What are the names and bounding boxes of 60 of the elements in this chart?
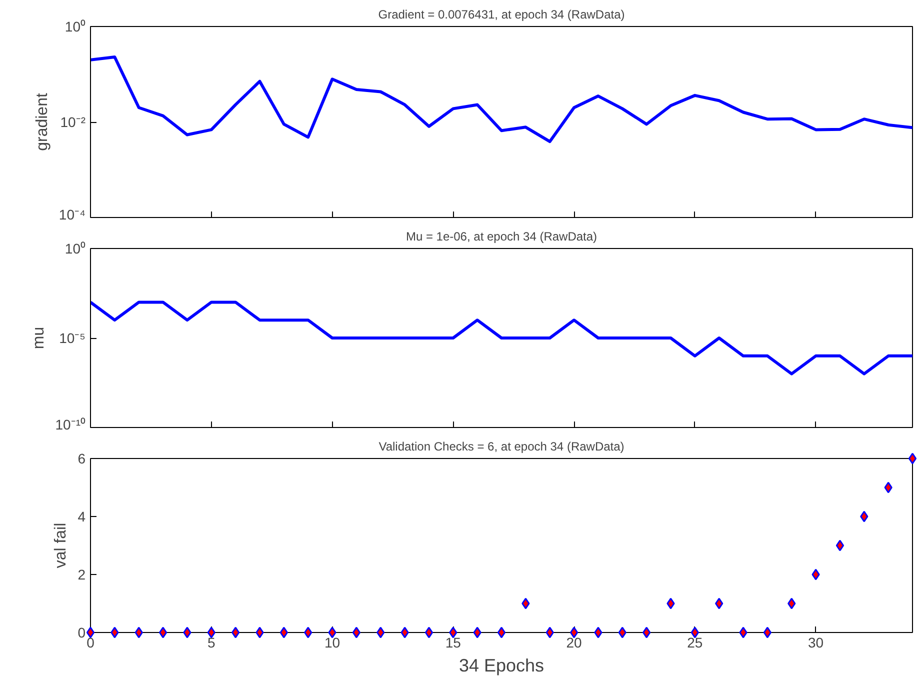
point (497, 626, 506, 638)
point (231, 626, 240, 638)
point (328, 626, 336, 638)
point (763, 626, 772, 638)
point (788, 598, 796, 610)
y-tick-label: 4 (78, 508, 86, 524)
point (594, 626, 602, 638)
y-tick-label: 10⁰ (64, 18, 86, 34)
point (256, 626, 264, 638)
point (860, 510, 868, 522)
point (207, 626, 216, 638)
point (86, 626, 95, 638)
y-tick-label: 6 (78, 450, 86, 466)
y-tick-label: 10⁻¹⁰ (55, 416, 86, 432)
point (812, 568, 820, 580)
point (280, 626, 288, 638)
x-tick-label: 5 (207, 634, 216, 650)
x-tick-label: 15 (445, 634, 462, 650)
point (158, 626, 168, 638)
point (618, 626, 626, 638)
y-axis-title: mu (30, 326, 48, 350)
point (690, 626, 699, 638)
line-series (90, 300, 912, 376)
point (570, 626, 578, 638)
y-tick-label: 10⁻² (60, 114, 86, 130)
x-tick-label: 30 (808, 634, 824, 650)
point (352, 626, 361, 638)
x-tick-label: 20 (566, 634, 582, 650)
y-tick-label: 10⁻⁵ (59, 330, 86, 346)
point (110, 626, 119, 638)
x-tick-label: 10 (324, 634, 340, 650)
point (884, 482, 892, 494)
point (304, 626, 312, 638)
point (522, 598, 530, 610)
y-tick-label: 10⁻⁴ (58, 206, 86, 222)
point (739, 626, 748, 638)
point (424, 626, 434, 638)
point (908, 452, 917, 464)
chart-title: Gradient = 0.0076431, at epoch 34 (RawData) (378, 8, 625, 22)
point (546, 626, 554, 638)
line-series (90, 55, 912, 144)
y-tick-label: 2 (78, 566, 86, 582)
point (666, 598, 675, 610)
point (134, 626, 143, 638)
y-tick-label: 10⁰ (64, 240, 86, 256)
point (836, 540, 844, 552)
point (183, 626, 192, 638)
point (473, 626, 482, 638)
chart-title: Mu = 1e-06, at epoch 34 (RawData) (406, 230, 598, 244)
chart-title: Validation Checks = 6, at epoch 34 (RawData) (378, 440, 624, 454)
x-tick-label: 25 (687, 634, 703, 650)
x-axis-title: 34 Epochs (458, 656, 544, 676)
y-axis-title: gradient (34, 92, 51, 151)
point (449, 626, 458, 638)
point (376, 626, 385, 638)
point (400, 626, 409, 638)
point (642, 626, 651, 638)
y-axis-title: val fail (52, 522, 70, 568)
y-tick-label: 0 (78, 624, 86, 640)
point (715, 598, 724, 610)
